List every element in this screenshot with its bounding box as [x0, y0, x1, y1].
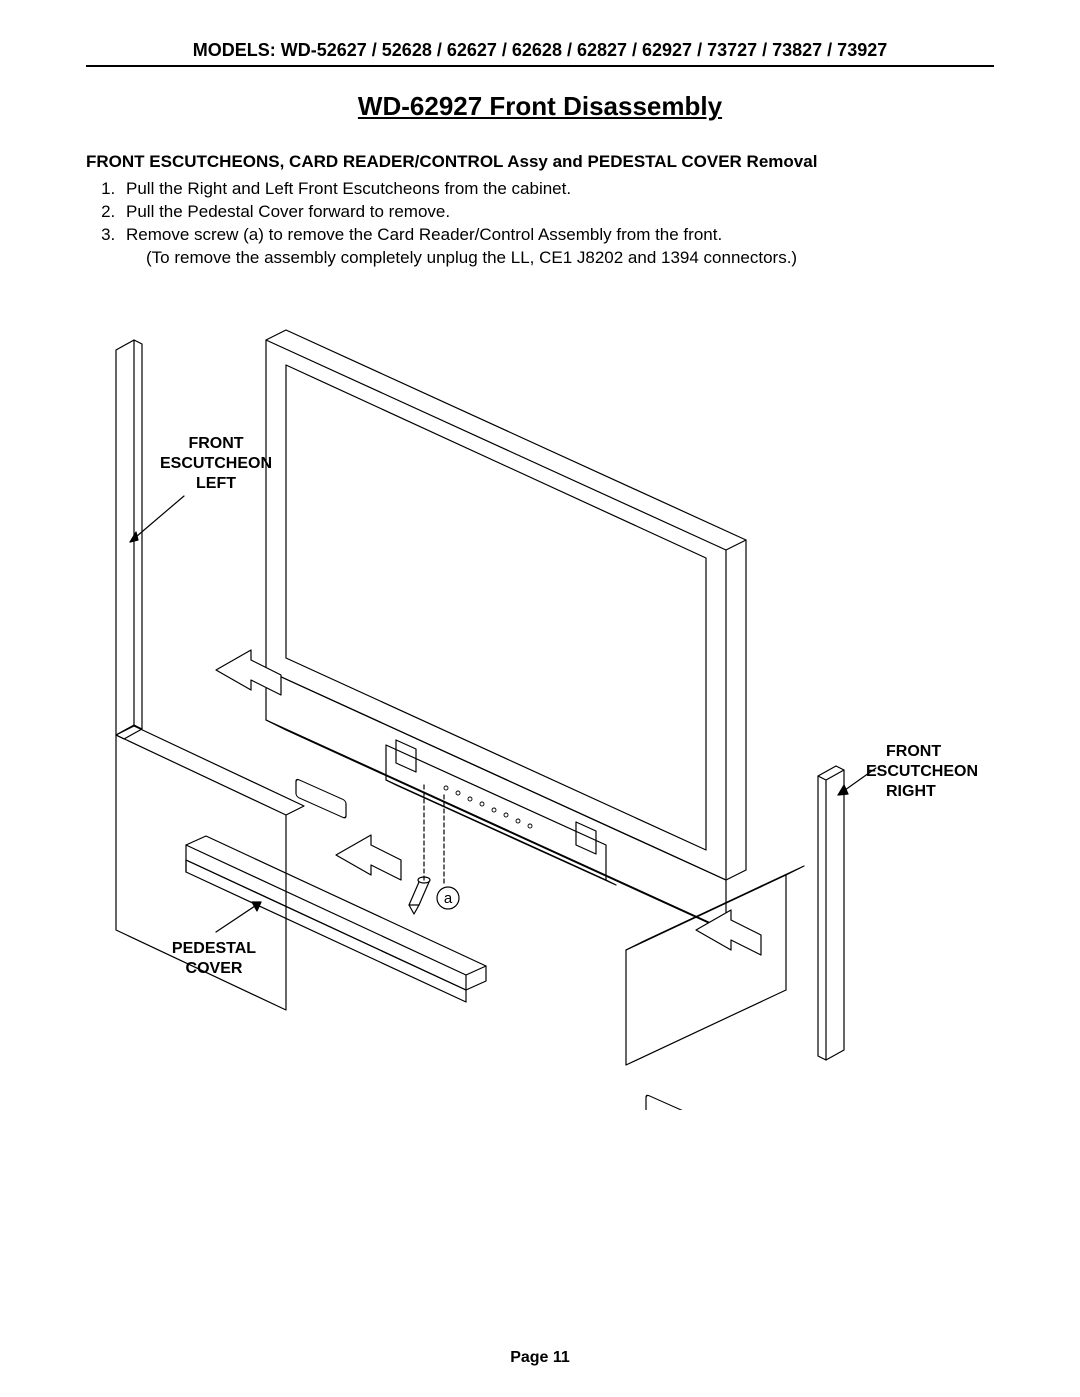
svg-text:ESCUTCHEON: ESCUTCHEON [866, 763, 978, 780]
step-1: Pull the Right and Left Front Escutcheon… [120, 178, 994, 201]
label-leader-pedestal [216, 902, 261, 932]
diagram-screw-a [409, 877, 430, 914]
svg-text:FRONT: FRONT [886, 743, 941, 760]
svg-text:LEFT: LEFT [196, 475, 236, 492]
disassembly-diagram: a FRONT [86, 290, 994, 1115]
diagram-tv-base [266, 670, 746, 1110]
diagram-screw-label: a [437, 887, 459, 909]
step-3: Remove screw (a) to remove the Card Read… [120, 224, 994, 247]
diagram-arrow-center [336, 835, 401, 880]
section-heading: FRONT ESCUTCHEONS, CARD READER/CONTROL A… [86, 152, 994, 172]
svg-text:RIGHT: RIGHT [886, 783, 936, 800]
models-header: MODELS: WD-52627 / 52628 / 62627 / 62628… [86, 40, 994, 67]
diagram-right-escutcheon [818, 766, 844, 1060]
diagram-arrow-right [696, 910, 761, 955]
svg-text:COVER: COVER [186, 960, 243, 977]
svg-text:PEDESTAL: PEDESTAL [172, 940, 256, 957]
page-title: WD-62927 Front Disassembly [86, 91, 994, 122]
diagram-text-labels: FRONT ESCUTCHEON LEFT FRONT ESCUTCHEON R… [160, 435, 978, 977]
label-leader-left [130, 496, 184, 542]
page-number: Page 11 [0, 1349, 1080, 1367]
diagram-arrow-left [216, 650, 281, 695]
svg-text:FRONT: FRONT [188, 435, 243, 452]
step-2: Pull the Pedestal Cover forward to remov… [120, 201, 994, 224]
svg-text:ESCUTCHEON: ESCUTCHEON [160, 455, 272, 472]
page-root: MODELS: WD-52627 / 52628 / 62627 / 62628… [0, 0, 1080, 1397]
steps-list: Pull the Right and Left Front Escutcheon… [120, 178, 994, 247]
svg-text:a: a [444, 890, 453, 907]
diagram-pedestal-cover [186, 836, 486, 1002]
step-3-note: (To remove the assembly completely unplu… [146, 247, 994, 270]
diagram-right-side-panel [626, 866, 804, 1065]
